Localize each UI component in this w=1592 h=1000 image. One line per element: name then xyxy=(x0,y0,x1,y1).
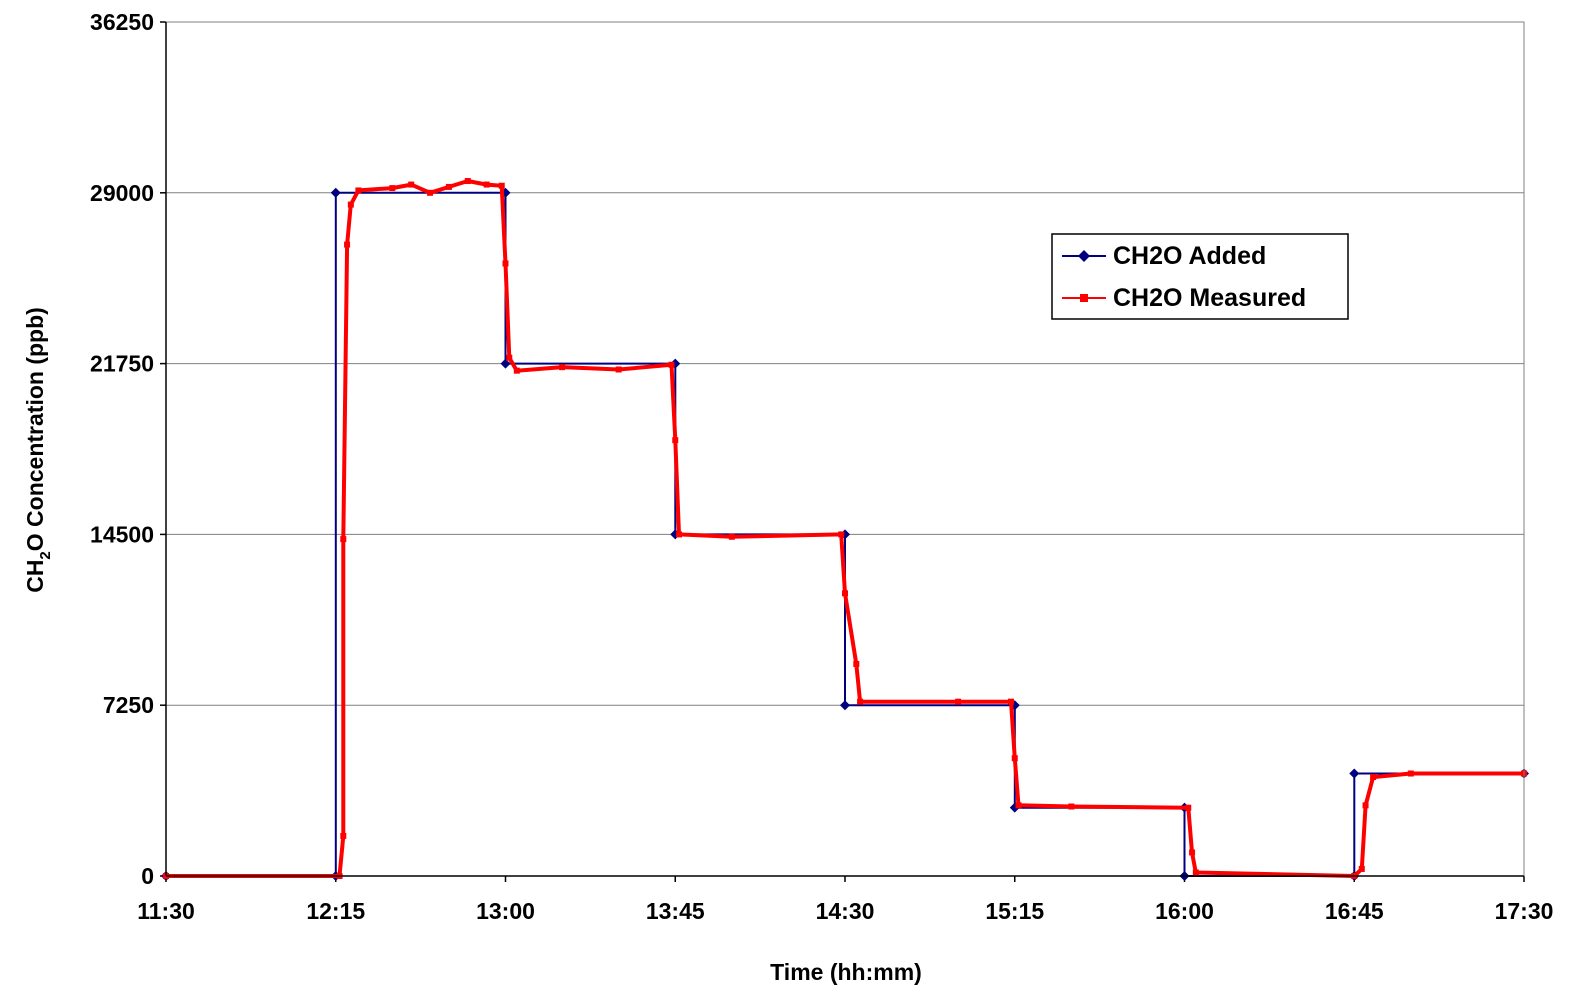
x-tick-label-6: 16:00 xyxy=(1155,898,1214,924)
series-1-point-25 xyxy=(853,660,860,667)
series-1-point-8 xyxy=(408,181,415,188)
series-1-point-2 xyxy=(340,832,347,839)
legend-label-added: CH2O Added xyxy=(1113,242,1266,270)
series-1-point-22 xyxy=(728,533,735,540)
series-1-point-37 xyxy=(1362,802,1369,809)
series-1-point-29 xyxy=(1011,755,1018,762)
series-1-point-38 xyxy=(1370,774,1377,781)
x-tick-label-5: 15:15 xyxy=(985,898,1044,924)
series-1-point-3 xyxy=(340,536,347,543)
y-tick-label-0: 0 xyxy=(141,863,154,889)
y-tick-label-3: 21750 xyxy=(90,351,154,377)
series-1-point-6 xyxy=(355,187,362,194)
series-1-point-32 xyxy=(1185,804,1192,811)
series-1-point-11 xyxy=(464,178,471,185)
series-1-point-15 xyxy=(506,354,513,361)
legend-marker-added xyxy=(1078,250,1090,262)
series-1-point-31 xyxy=(1068,803,1075,810)
legend: CH2O Added CH2O Measured xyxy=(1051,233,1349,320)
series-1-point-23 xyxy=(838,531,845,538)
series-1-point-13 xyxy=(498,182,505,189)
y-tick-label-4: 29000 xyxy=(90,180,154,206)
series-1-point-14 xyxy=(502,260,509,267)
y-axis-title-rest: O Concentration (ppb) xyxy=(22,307,48,551)
series-1-point-12 xyxy=(483,181,490,188)
x-tick-label-7: 16:45 xyxy=(1325,898,1384,924)
y-tick-label-1: 7250 xyxy=(103,692,154,718)
y-tick-labels: 0 7250 14500 21750 29000 36250 xyxy=(90,9,154,889)
x-tick-label-2: 13:00 xyxy=(476,898,535,924)
series-1-point-26 xyxy=(857,698,864,705)
y-tick-label-5: 36250 xyxy=(90,9,154,35)
x-tick-label-4: 14:30 xyxy=(816,898,875,924)
legend-marker-measured xyxy=(1080,294,1088,302)
series-1-point-19 xyxy=(668,361,675,368)
x-tick-label-1: 12:15 xyxy=(306,898,365,924)
y-tick-label-2: 14500 xyxy=(90,521,154,547)
series-0-point-8 xyxy=(840,700,850,711)
plot-area-border xyxy=(165,21,1525,877)
series-0-point-4 xyxy=(500,358,511,369)
series-1-point-34 xyxy=(1192,869,1199,876)
x-tick-labels: 11:30 12:15 13:00 13:45 14:30 15:15 16:00 16:45… xyxy=(137,898,1553,924)
x-tick-label-3: 13:45 xyxy=(646,898,705,924)
gridlines xyxy=(160,21,1525,882)
series-0-point-14 xyxy=(1349,768,1360,779)
series-1-point-20 xyxy=(672,437,679,444)
series-1-point-36 xyxy=(1358,865,1365,872)
legend-label-measured: CH2O Measured xyxy=(1113,284,1306,312)
series-1-point-21 xyxy=(676,531,683,538)
series-1-point-24 xyxy=(842,590,848,597)
series-1-point-7 xyxy=(389,185,396,192)
x-tick-label-8: 17:30 xyxy=(1495,898,1554,924)
series-1-point-17 xyxy=(559,364,566,371)
series-1-point-10 xyxy=(445,183,452,190)
y-axis-title: CH2O Concentration (ppb) xyxy=(22,307,54,593)
y-axis-title-subscript: 2 xyxy=(37,551,54,559)
series-1-point-30 xyxy=(1015,802,1022,809)
x-axis-title: Time (hh:mm) xyxy=(770,959,922,985)
series-1-point-39 xyxy=(1407,770,1414,777)
series-1-point-4 xyxy=(344,241,351,248)
y-axis-title-main: CH xyxy=(22,560,48,593)
series-1-point-28 xyxy=(1007,698,1014,705)
series-0-point-2 xyxy=(330,187,341,198)
legend-box xyxy=(1051,233,1349,320)
series-1-point-27 xyxy=(955,698,962,705)
series-1-point-33 xyxy=(1189,849,1196,856)
series-1-point-18 xyxy=(615,366,622,373)
x-tick-label-0: 11:30 xyxy=(137,898,195,924)
series-1-point-5 xyxy=(347,201,354,208)
plot-frame xyxy=(165,21,1525,877)
series-1-point-16 xyxy=(513,367,520,374)
series-1-point-9 xyxy=(427,189,434,196)
